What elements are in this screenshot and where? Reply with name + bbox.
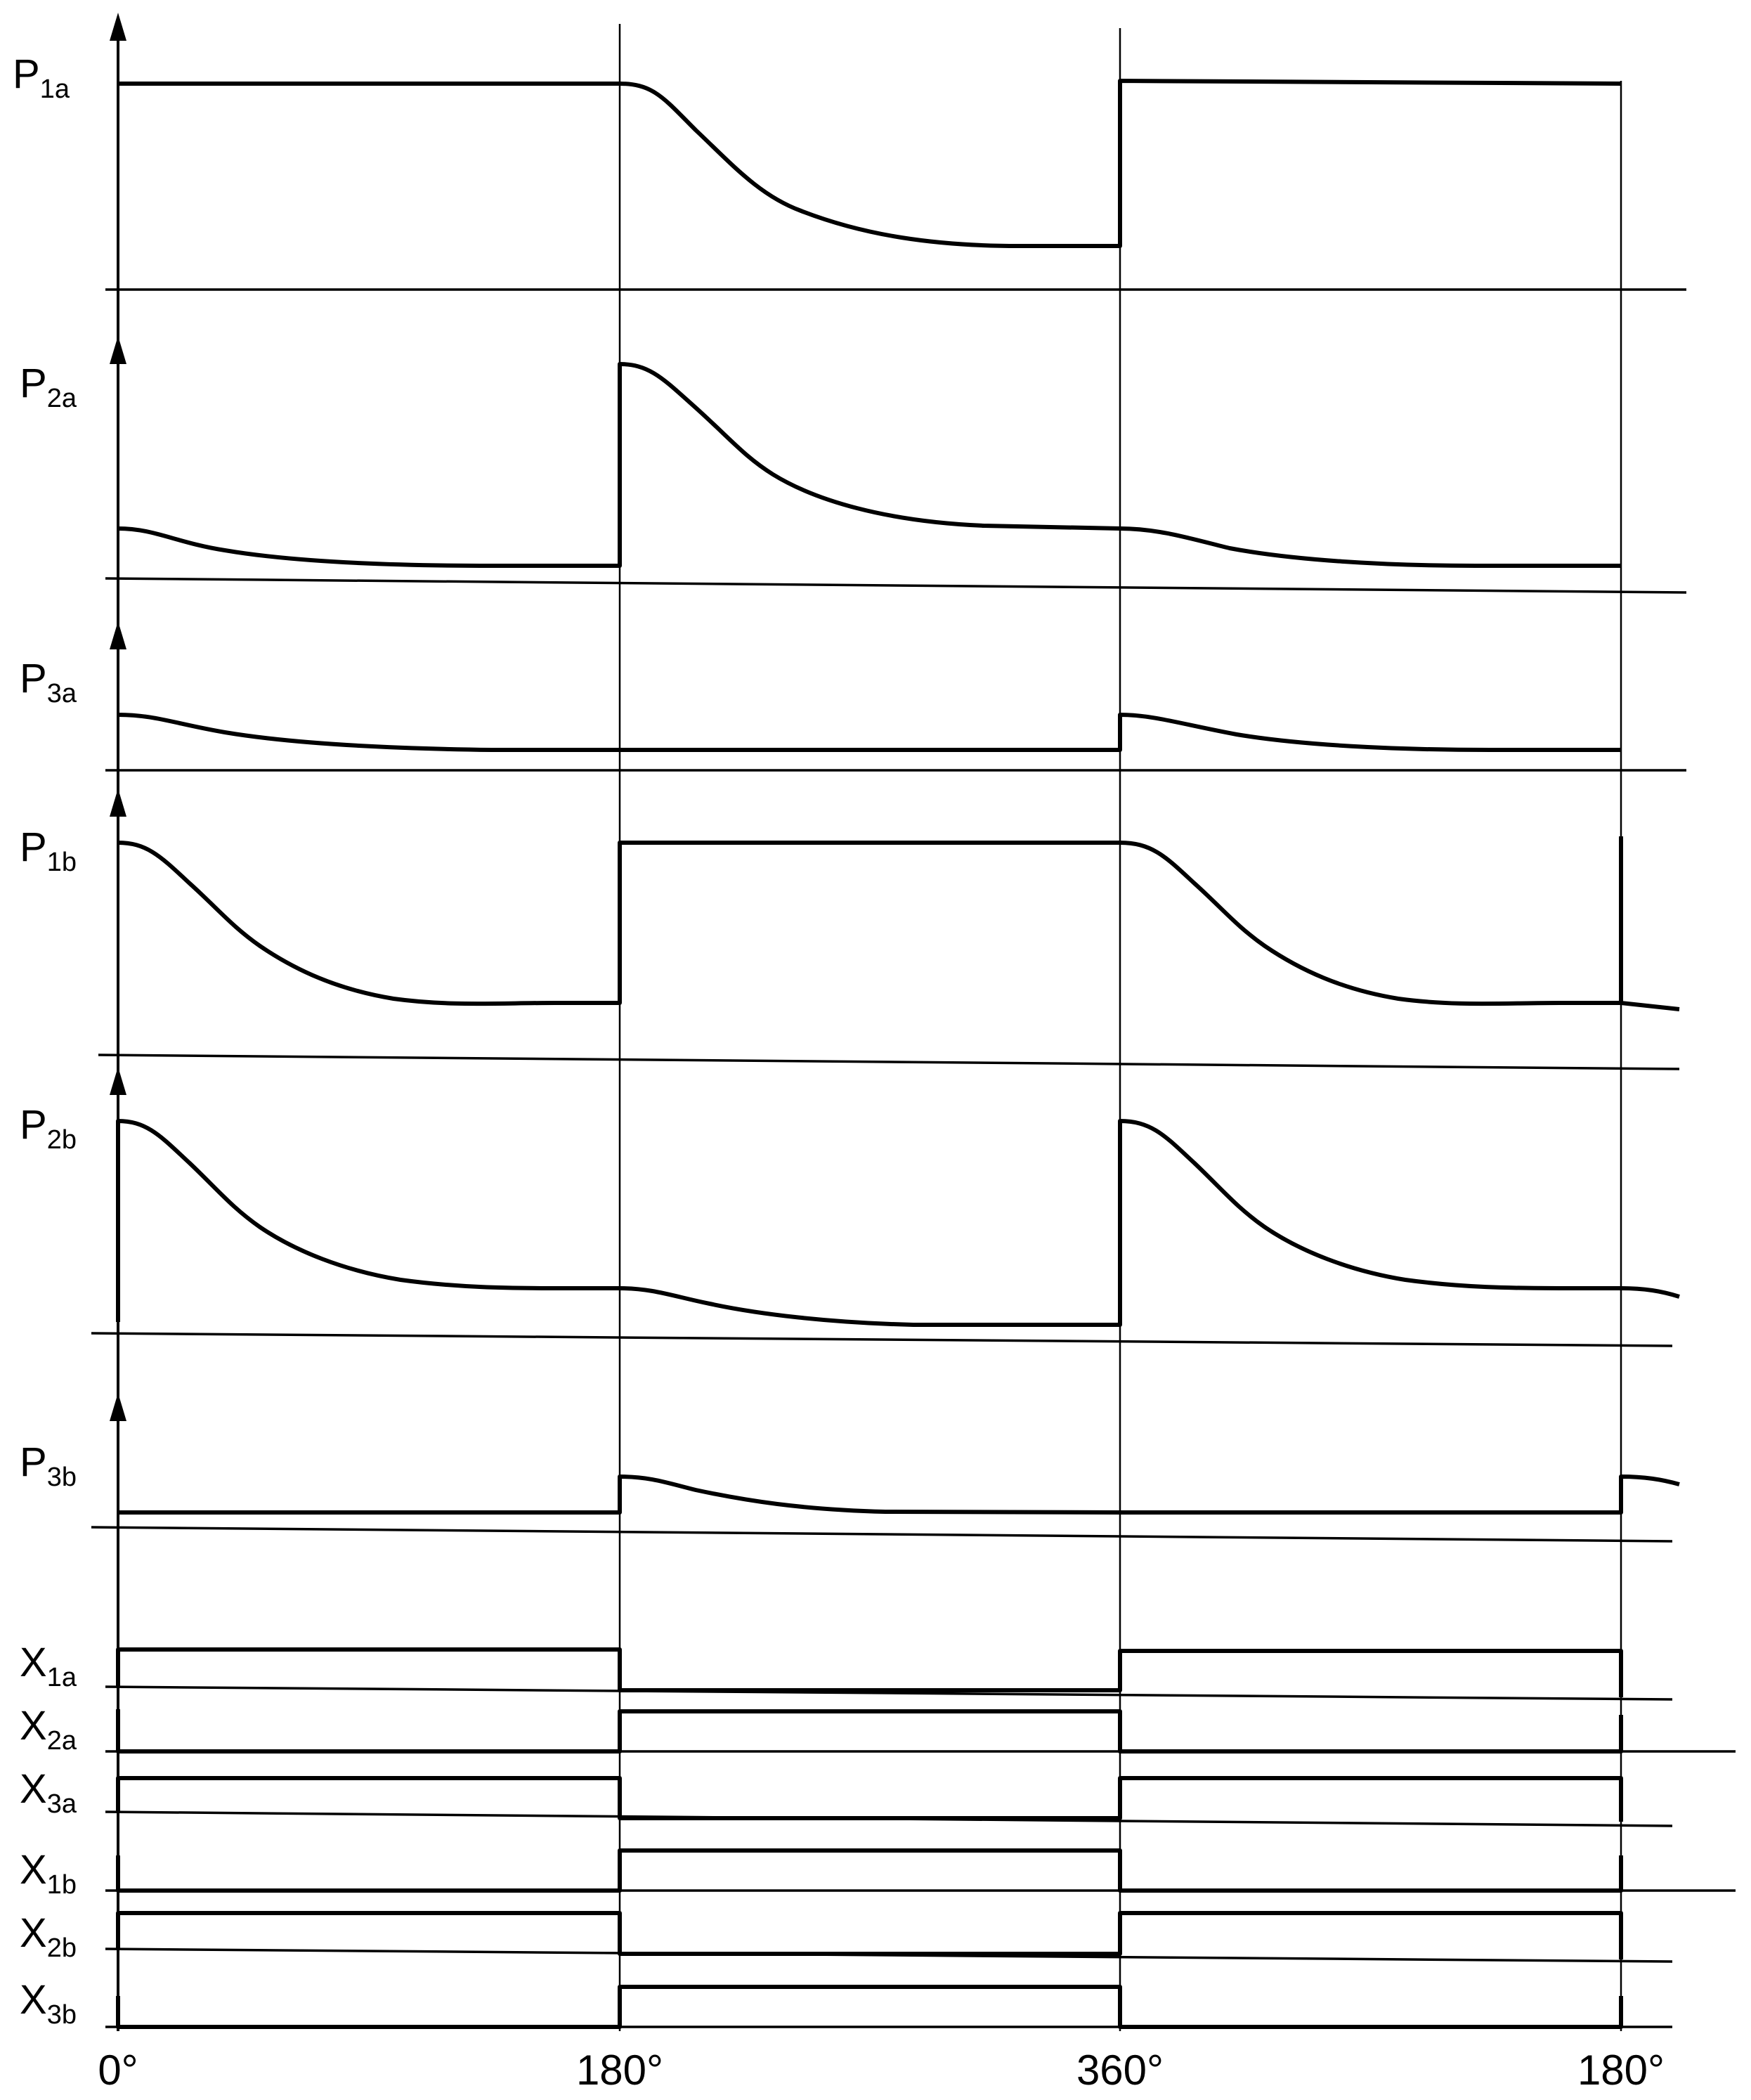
y-axis-arrow-p1b <box>110 789 126 817</box>
trace-x1a <box>116 1647 1623 1697</box>
tick-label-0: 0° <box>98 2047 138 2094</box>
label-p1a: P1a <box>13 51 70 104</box>
label-p1b: P1b <box>20 824 77 877</box>
label-x2a: X2a <box>20 1703 77 1756</box>
digital-traces <box>116 1647 1623 2029</box>
trace-p1a <box>118 79 1622 248</box>
label-x1b: X1b <box>20 1847 77 1900</box>
y-axis-arrow-p1a <box>110 13 126 41</box>
baseline-p2a <box>105 577 1687 594</box>
label-p3b: P3b <box>20 1439 77 1492</box>
tick-label-180-second: 180° <box>1577 2047 1665 2094</box>
trace-p1b <box>117 836 1680 1011</box>
label-x3a: X3a <box>20 1766 77 1819</box>
label-p3a: P3a <box>20 656 77 708</box>
y-axis-arrow-p3b <box>110 1393 126 1421</box>
baseline-p3b <box>91 1526 1673 1543</box>
tick-label-360: 360° <box>1076 2047 1164 2094</box>
baselines <box>91 288 1736 2028</box>
tick-label-180: 180° <box>576 2047 663 2094</box>
x-axis-ticks: 0° 180° 360° 180° <box>98 2047 1665 2094</box>
trace-x2b <box>116 1911 1623 1959</box>
digital-signal-labels: X1a X2a X3a X1b X2b X3b <box>20 1640 77 2030</box>
y-axis-arrow-p3a <box>110 621 126 649</box>
label-x1a: X1a <box>20 1640 77 1692</box>
trace-x1b <box>116 1848 1623 1893</box>
label-x2b: X2b <box>20 1910 77 1963</box>
y-axis-arrow-p2b <box>110 1067 126 1095</box>
baseline-x1a <box>105 1685 1673 1701</box>
analog-signal-labels: P1a P2a P3a P1b P2b P3b <box>13 51 77 1492</box>
label-x3b: X3b <box>20 1977 77 2030</box>
y-axis <box>110 13 126 2031</box>
trace-x2a <box>116 1709 1623 1754</box>
analog-traces <box>116 79 1680 1515</box>
baseline-p1b <box>98 1054 1680 1070</box>
trace-x3a <box>116 1776 1623 1822</box>
label-p2a: P2a <box>20 361 77 413</box>
baseline-p2b <box>91 1332 1673 1347</box>
trace-p3b <box>118 1474 1680 1515</box>
trace-x3b <box>116 1985 1623 2029</box>
trace-p3a <box>117 713 1621 752</box>
trace-p2a <box>117 362 1621 568</box>
phase-grid-lines <box>618 24 1622 2031</box>
trace-p2b <box>116 1119 1680 1327</box>
y-axis-arrow-p2a <box>110 336 126 364</box>
label-p2b: P2b <box>20 1102 77 1155</box>
